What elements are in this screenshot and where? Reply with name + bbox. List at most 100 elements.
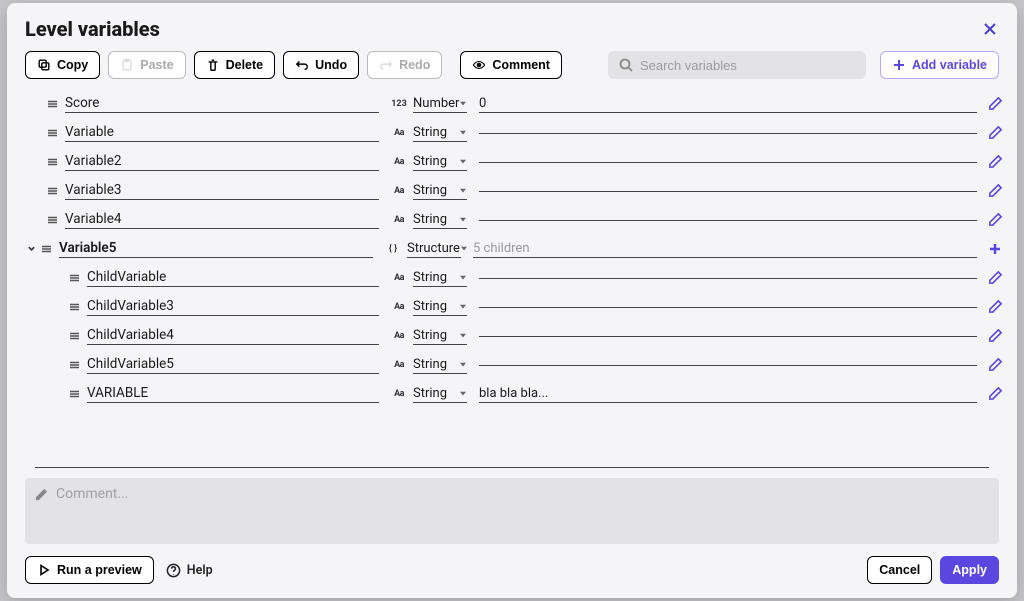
edit-value-button[interactable] [983, 386, 1007, 401]
help-icon [166, 563, 181, 578]
variable-row[interactable]: Variable4AaString [25, 205, 1007, 234]
variable-row[interactable]: VARIABLE Aa String bla bla bla... [25, 379, 1007, 408]
type-select[interactable]: String [413, 211, 467, 229]
variable-name-input[interactable]: ChildVariable4 [87, 326, 379, 345]
value-input[interactable] [479, 276, 977, 279]
comment-label: Comment [492, 58, 550, 72]
copy-icon [37, 58, 51, 72]
search-field[interactable] [608, 51, 866, 79]
variable-row[interactable]: ChildVariableAaString [25, 263, 1007, 292]
paste-icon [120, 58, 134, 72]
type-select[interactable]: String [413, 298, 467, 316]
paste-button[interactable]: Paste [108, 51, 185, 79]
comment-button[interactable]: Comment [460, 51, 562, 79]
add-variable-button[interactable]: Add variable [880, 51, 999, 79]
drag-handle-icon[interactable] [45, 100, 59, 108]
value-input[interactable] [479, 363, 977, 366]
edit-value-button[interactable] [983, 154, 1007, 169]
type-icon: 123 [391, 99, 407, 109]
value-input[interactable] [479, 131, 977, 134]
close-icon [983, 22, 997, 36]
drag-handle-icon[interactable] [45, 216, 59, 224]
edit-value-button[interactable] [983, 357, 1007, 372]
variable-name-input[interactable]: ChildVariable5 [87, 355, 379, 374]
variable-row[interactable]: ChildVariable4AaString [25, 321, 1007, 350]
drag-handle-icon[interactable] [67, 390, 81, 398]
edit-value-button[interactable] [983, 270, 1007, 285]
variable-row[interactable]: ChildVariable3AaString [25, 292, 1007, 321]
chevron-down-icon [459, 183, 467, 198]
edit-value-button[interactable] [983, 96, 1007, 111]
search-input[interactable] [640, 58, 856, 73]
variable-name-input[interactable]: Variable6 [65, 413, 379, 415]
variable-name-input[interactable]: ChildVariable [87, 268, 379, 287]
type-select[interactable]: Number [413, 95, 467, 113]
apply-button[interactable]: Apply [940, 556, 999, 584]
type-select[interactable]: String [413, 385, 467, 403]
close-button[interactable] [981, 20, 999, 38]
edit-value-button[interactable] [983, 212, 1007, 227]
drag-handle-icon[interactable] [67, 303, 81, 311]
run-preview-button[interactable]: Run a preview [25, 556, 154, 584]
copy-button[interactable]: Copy [25, 51, 100, 79]
delete-button[interactable]: Delete [194, 51, 276, 79]
variable-name-input[interactable]: Variable2 [65, 152, 379, 171]
value-input[interactable]: bla bla bla... [479, 385, 977, 403]
drag-handle-icon[interactable] [45, 129, 59, 137]
value-input[interactable]: 5 children [473, 240, 977, 258]
variable-name-input[interactable]: Score [65, 94, 379, 113]
type-label: String [413, 357, 447, 372]
value-input[interactable] [479, 334, 977, 337]
variable-row[interactable]: VariableAaString [25, 118, 1007, 147]
variable-row[interactable]: Score 123 Number 0 [25, 89, 1007, 118]
drag-handle-icon[interactable] [39, 245, 53, 253]
variable-name-input[interactable]: ChildVariable3 [87, 297, 379, 316]
type-label: String [413, 386, 447, 401]
variable-name-input[interactable]: Variable4 [65, 210, 379, 229]
variable-name-input[interactable]: Variable [65, 123, 379, 142]
type-select[interactable]: String [413, 182, 467, 200]
variable-row[interactable]: ChildVariable5AaString [25, 350, 1007, 379]
add-child-button[interactable] [983, 242, 1007, 256]
value-input[interactable] [479, 218, 977, 221]
value-input[interactable] [479, 160, 977, 163]
drag-handle-icon[interactable] [67, 361, 81, 369]
variable-name-input[interactable]: VARIABLE [87, 384, 379, 403]
type-select[interactable]: Structure [407, 240, 461, 258]
variable-row[interactable]: Variable2AaString [25, 147, 1007, 176]
help-label: Help [187, 563, 213, 578]
edit-value-button[interactable] [983, 328, 1007, 343]
edit-value-button[interactable] [983, 125, 1007, 140]
drag-handle-icon[interactable] [45, 158, 59, 166]
cancel-label: Cancel [879, 563, 920, 577]
type-icon: Aa [391, 389, 407, 399]
comment-box[interactable]: Comment... [25, 478, 999, 544]
plus-icon [892, 58, 906, 72]
edit-value-button[interactable] [983, 299, 1007, 314]
undo-button[interactable]: Undo [283, 51, 359, 79]
value-input[interactable] [479, 305, 977, 308]
help-link[interactable]: Help [166, 563, 213, 578]
redo-button[interactable]: Redo [367, 51, 442, 79]
variable-name-input[interactable]: Variable5 [59, 239, 373, 258]
expand-toggle[interactable] [25, 244, 37, 253]
eye-icon [472, 58, 486, 72]
drag-handle-icon[interactable] [45, 187, 59, 195]
type-select[interactable]: String [413, 356, 467, 374]
variable-row[interactable]: Variable5{ }Structure5 children [25, 234, 1007, 263]
type-select[interactable]: String [413, 269, 467, 287]
type-select[interactable]: String [413, 327, 467, 345]
type-select[interactable]: String [413, 153, 467, 171]
cancel-button[interactable]: Cancel [867, 556, 932, 584]
edit-value-button[interactable] [983, 183, 1007, 198]
variable-row[interactable]: Variable6AaString [25, 408, 1007, 415]
value-input[interactable] [479, 189, 977, 192]
type-select[interactable]: String [413, 124, 467, 142]
drag-handle-icon[interactable] [67, 274, 81, 282]
variable-name-input[interactable]: Variable3 [65, 181, 379, 200]
type-select[interactable]: String [413, 414, 467, 416]
variable-row[interactable]: Variable3AaString [25, 176, 1007, 205]
type-label: Number [413, 96, 459, 111]
value-input[interactable]: 0 [479, 95, 977, 113]
drag-handle-icon[interactable] [67, 332, 81, 340]
